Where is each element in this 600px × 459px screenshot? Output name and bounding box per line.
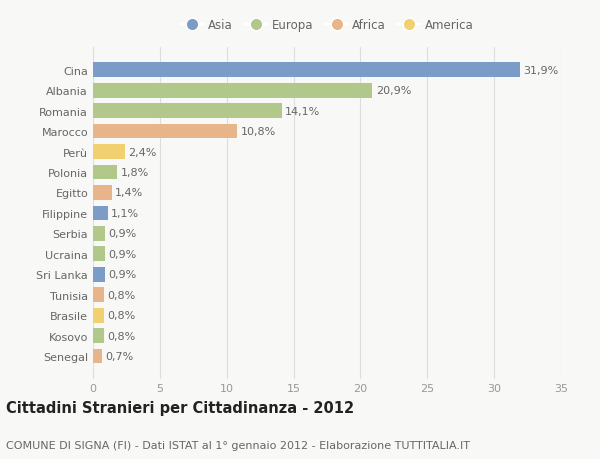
Text: 0,9%: 0,9% <box>109 229 137 239</box>
Text: 0,9%: 0,9% <box>109 270 137 280</box>
Text: 1,4%: 1,4% <box>115 188 143 198</box>
Bar <box>93 206 108 221</box>
Bar <box>93 104 281 119</box>
Bar <box>93 226 105 241</box>
Text: 31,9%: 31,9% <box>523 66 558 76</box>
Text: 20,9%: 20,9% <box>376 86 411 96</box>
Bar <box>93 84 373 98</box>
Bar <box>93 247 105 262</box>
Text: 0,9%: 0,9% <box>109 249 137 259</box>
Text: 2,4%: 2,4% <box>128 147 157 157</box>
Text: 1,8%: 1,8% <box>121 168 149 178</box>
Text: 0,8%: 0,8% <box>107 310 135 320</box>
Bar <box>93 267 105 282</box>
Text: 0,8%: 0,8% <box>107 290 135 300</box>
Bar <box>93 145 125 160</box>
Text: 1,1%: 1,1% <box>111 208 139 218</box>
Bar <box>93 186 112 201</box>
Bar <box>93 124 238 139</box>
Bar <box>93 329 104 343</box>
Text: Cittadini Stranieri per Cittadinanza - 2012: Cittadini Stranieri per Cittadinanza - 2… <box>6 400 354 415</box>
Bar <box>93 349 103 364</box>
Legend: Asia, Europa, Africa, America: Asia, Europa, Africa, America <box>176 14 478 37</box>
Text: 14,1%: 14,1% <box>285 106 320 117</box>
Text: 0,7%: 0,7% <box>106 351 134 361</box>
Text: COMUNE DI SIGNA (FI) - Dati ISTAT al 1° gennaio 2012 - Elaborazione TUTTITALIA.I: COMUNE DI SIGNA (FI) - Dati ISTAT al 1° … <box>6 440 470 450</box>
Text: 0,8%: 0,8% <box>107 331 135 341</box>
Bar <box>93 308 104 323</box>
Text: 10,8%: 10,8% <box>241 127 276 137</box>
Bar <box>93 165 117 180</box>
Bar <box>93 288 104 302</box>
Bar <box>93 63 520 78</box>
